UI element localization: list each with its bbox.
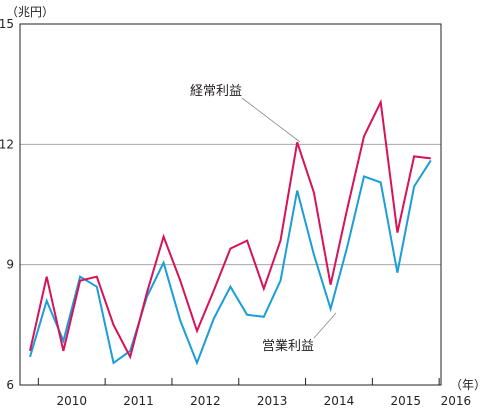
series-line-keijo	[29, 98, 431, 360]
x-tick-label-2012: 2012	[190, 394, 221, 408]
x-tick-marks	[37, 378, 440, 385]
series-label-keijo: 経常利益	[190, 84, 242, 99]
x-tick-label-2015: 2015	[390, 394, 421, 408]
x-tick-label-2014: 2014	[324, 394, 355, 408]
y-tick-label-12: 12	[0, 137, 14, 151]
x-unit-label: （年）	[450, 378, 480, 392]
series-line-eigyo	[29, 159, 432, 366]
x-tick-labels: 2010 2011 2012 2013 2014 2015 2016	[56, 394, 471, 408]
gridlines	[20, 143, 441, 266]
y-tick-labels: 6 9 12 15	[0, 17, 14, 392]
x-tick-label-2016: 2016	[441, 394, 472, 408]
x-tick-label-2013: 2013	[257, 394, 288, 408]
y-tick-label-6: 6	[6, 378, 14, 392]
x-tick-label-2010: 2010	[56, 394, 87, 408]
y-tick-label-9: 9	[6, 258, 14, 272]
series-label-leader-keijo	[241, 97, 301, 143]
series-label-leader-eigyo	[313, 312, 337, 339]
series-label-eigyo: 営業利益	[262, 338, 314, 354]
y-unit-label: （兆円）	[6, 5, 54, 19]
series-lines	[29, 98, 432, 366]
plot-area-frame	[19, 23, 442, 386]
y-tick-label-15: 15	[0, 17, 14, 31]
x-tick-label-2011: 2011	[123, 394, 154, 408]
